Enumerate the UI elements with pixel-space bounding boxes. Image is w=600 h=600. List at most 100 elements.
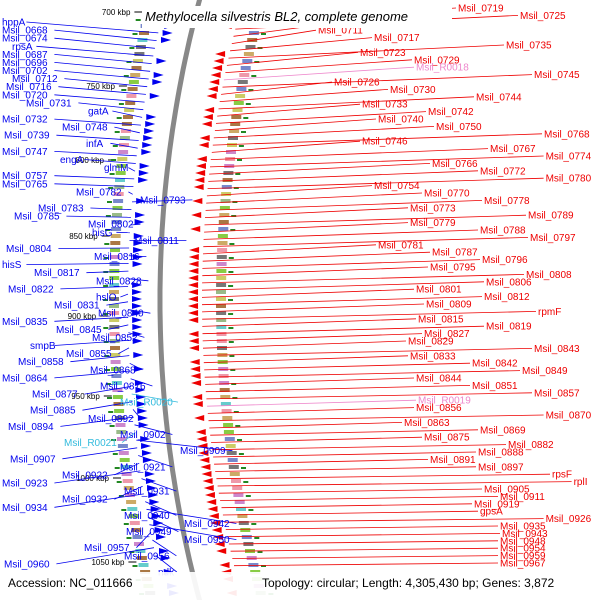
gene-label-left[interactable]: Msil_0757	[2, 171, 48, 182]
gene-label-left[interactable]: Msil_0902	[120, 430, 166, 441]
gene-label-right[interactable]: Msil_0767	[490, 144, 536, 155]
gene-label-left[interactable]: Msil_0674	[2, 34, 48, 45]
gene-label-right[interactable]: Msil_0808	[526, 270, 572, 281]
gene-label-right[interactable]: Msil_0857	[534, 388, 580, 399]
gene-label-right[interactable]: Msil_0829	[408, 337, 454, 348]
gene-label-right[interactable]: rpsF	[552, 470, 572, 481]
gene-label-right[interactable]: Msil_0773	[410, 203, 456, 214]
gene-label-left[interactable]: Msil_0885	[30, 406, 76, 417]
gene-label-right[interactable]: gpsA	[480, 507, 503, 518]
gene-label-right[interactable]: Msil_0795	[430, 263, 476, 274]
gene-label-left[interactable]: Msil_0739	[4, 131, 50, 142]
gene-label-right[interactable]: Msil_0778	[484, 196, 530, 207]
gene-label-left[interactable]: Msil_0940	[124, 511, 170, 522]
gene-label-left[interactable]: Msil_0811	[134, 236, 179, 247]
gene-label-left[interactable]: Msil_0894	[8, 422, 54, 433]
gene-label-right[interactable]: Msil_0780	[546, 174, 592, 185]
gene-label-left[interactable]: Msil_0950	[184, 535, 230, 546]
gene-label-right[interactable]: Msil_0768	[544, 129, 590, 140]
gene-label-left[interactable]: Msil_0765	[2, 179, 48, 190]
gene-label-left[interactable]: Msil_0687	[2, 50, 48, 61]
gene-label-left[interactable]: infA	[86, 139, 104, 150]
gene-label-left[interactable]: Msil_0747	[2, 147, 48, 158]
gene-label-right[interactable]: Msil_0806	[486, 277, 532, 288]
gene-label-right[interactable]: Msil_0726	[334, 78, 380, 89]
gene-label-left[interactable]: Msil_0921	[120, 462, 166, 473]
gene-label-right[interactable]: Msil_0815	[418, 314, 464, 325]
gene-label-right[interactable]: Msil_0948	[500, 536, 546, 547]
gene-label-left[interactable]: Msil_0822	[8, 284, 54, 295]
gene-label-right[interactable]: Msil_0779	[410, 218, 456, 229]
gene-label-right[interactable]: Msil_0789	[528, 211, 574, 222]
gene-label-left[interactable]: hisG	[92, 228, 113, 239]
gene-label-right[interactable]: Msil_0849	[522, 366, 568, 377]
gene-label-left[interactable]: Msil_0855	[66, 349, 112, 360]
gene-label-left[interactable]: Msil_R0021	[64, 438, 117, 449]
gene-label-left[interactable]: engA	[60, 155, 84, 166]
gene-label-left[interactable]: Msil_0696	[2, 58, 48, 69]
gene-label-right[interactable]: Msil_0926	[546, 514, 592, 525]
gene-label-right[interactable]: Msil_0723	[360, 48, 406, 59]
gene-label-left[interactable]: Msil_0793	[140, 195, 186, 206]
gene-label-right[interactable]: Msil_0935	[500, 522, 546, 533]
gene-label-left[interactable]: Msil_R0020	[120, 398, 173, 409]
gene-label-right[interactable]: Msil_0919	[474, 499, 520, 510]
gene-label-right[interactable]: Msil_0740	[378, 115, 424, 126]
gene-label-left[interactable]: Msil_0702	[2, 66, 48, 77]
gene-label-right[interactable]: rplI	[574, 477, 588, 488]
gene-label-right[interactable]: Msil_0842	[472, 359, 518, 370]
gene-label-left[interactable]: smpB	[30, 341, 56, 352]
gene-label-left[interactable]: glmM	[104, 163, 128, 174]
gene-label-left[interactable]: Msil_0802	[88, 220, 134, 231]
gene-label-right[interactable]: Msil_0882	[508, 440, 554, 451]
gene-label-left[interactable]: Msil_0909	[180, 446, 226, 457]
gene-label-left[interactable]: Msil_0845	[56, 325, 102, 336]
gene-label-left[interactable]: Msil_0956	[124, 551, 170, 562]
gene-label-right[interactable]: Msil_0717	[374, 33, 420, 44]
gene-label-left[interactable]: Msil_0934	[2, 503, 48, 514]
gene-label-right[interactable]: Msil_0788	[480, 226, 526, 237]
gene-label-right[interactable]: Msil_0833	[410, 351, 456, 362]
gene-label-right[interactable]: Msil_0844	[416, 374, 462, 385]
gene-label-left[interactable]: Msil_0782	[76, 187, 122, 198]
gene-label-right[interactable]: Msil_0750	[436, 122, 482, 133]
gene-label-left[interactable]: Msil_0783	[38, 204, 84, 215]
gene-label-right[interactable]: Msil_0742	[428, 107, 474, 118]
gene-label-right[interactable]: Msil_0711	[318, 26, 363, 37]
gene-label-left[interactable]: Msil_0858	[18, 357, 64, 368]
gene-label-right[interactable]: Msil_0774	[546, 152, 592, 163]
gene-label-left[interactable]: hisS	[2, 260, 22, 271]
gene-label-right[interactable]: Msil_0819	[486, 322, 532, 333]
gene-label-right[interactable]: Msil_0863	[404, 418, 450, 429]
gene-label-right[interactable]: Msil_0744	[476, 92, 522, 103]
gene-label-right[interactable]: Msil_R0019	[418, 396, 471, 407]
gene-label-right[interactable]: Msil_0766	[432, 159, 478, 170]
gene-label-left[interactable]: Msil_0712	[12, 74, 58, 85]
gene-label-right[interactable]: Msil_0729	[414, 55, 460, 66]
gene-label-left[interactable]: Msil_0868	[90, 365, 136, 376]
gene-label-left[interactable]: Msil_0852	[92, 333, 138, 344]
gene-label-right[interactable]: Msil_0870	[546, 411, 592, 422]
gene-label-right[interactable]: Msil_0796	[482, 255, 528, 266]
gene-label-right[interactable]: Msil_0943	[502, 529, 548, 540]
gene-label-left[interactable]: Msil_0892	[88, 414, 134, 425]
gene-label-right[interactable]: Msil_0959	[500, 551, 546, 562]
gene-label-right[interactable]: Msil_0730	[390, 85, 436, 96]
gene-label-left[interactable]: gatA	[88, 107, 109, 118]
gene-label-left[interactable]: Msil_0960	[4, 559, 50, 570]
gene-label-right[interactable]: Msil_R0018	[416, 63, 469, 74]
gene-label-right[interactable]: Msil_0772	[480, 166, 526, 177]
gene-label-left[interactable]: hslO	[96, 293, 117, 304]
gene-label-left[interactable]: Msil_0731	[26, 98, 72, 109]
gene-label-left[interactable]: Msil_0668	[2, 26, 48, 37]
gene-label-left[interactable]: Msil_0932	[62, 495, 108, 506]
gene-label-left[interactable]: Msil_0816	[94, 252, 140, 263]
gene-label-right[interactable]: Msil_0719	[458, 4, 504, 15]
gene-label-left[interactable]: Msil_0840	[98, 309, 144, 320]
gene-label-left[interactable]: hppA	[2, 18, 26, 29]
gene-label-right[interactable]: Msil_0827	[424, 329, 470, 340]
gene-label-right[interactable]: Msil_0812	[484, 292, 530, 303]
gene-label-right[interactable]: Msil_0754	[374, 181, 420, 192]
gene-label-right[interactable]: Msil_0875	[424, 433, 470, 444]
gene-label-right[interactable]: Msil_0797	[530, 233, 576, 244]
